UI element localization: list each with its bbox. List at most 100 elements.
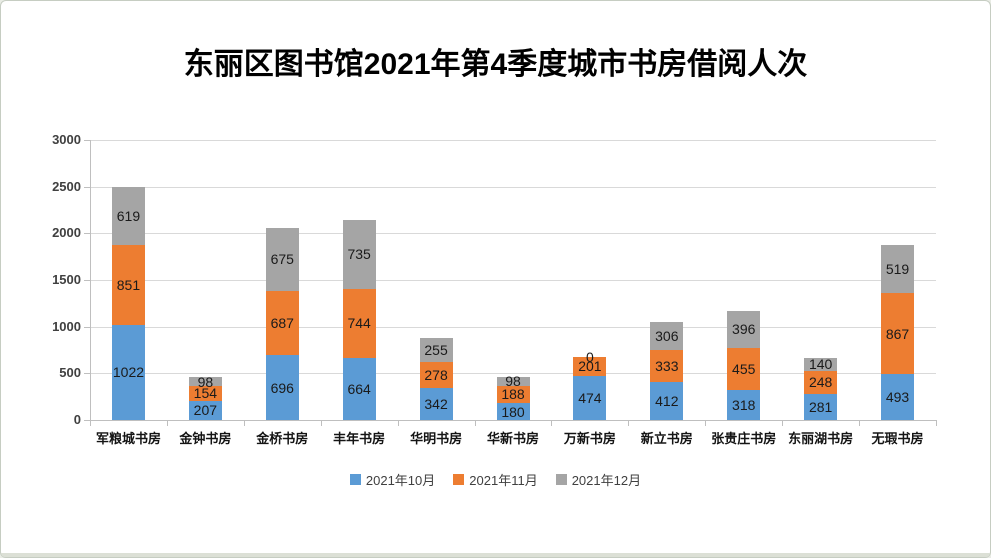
y-tick bbox=[84, 186, 90, 188]
x-tick bbox=[782, 420, 784, 426]
bar-segment bbox=[188, 377, 222, 387]
bar-segment bbox=[419, 362, 453, 389]
y-tick-label: 2000 bbox=[52, 225, 81, 241]
bar-segment bbox=[111, 324, 145, 420]
x-category-label: 丰年书房 bbox=[333, 431, 386, 446]
legend-swatch bbox=[453, 474, 465, 485]
data-label: 180 bbox=[501, 403, 525, 420]
data-label: 318 bbox=[732, 397, 756, 414]
data-label: 619 bbox=[116, 208, 141, 225]
bar-segment bbox=[265, 355, 299, 420]
legend-label: 2021年10月 bbox=[365, 473, 436, 488]
gridline bbox=[90, 233, 936, 235]
data-label: 455 bbox=[732, 361, 756, 378]
data-label: 333 bbox=[655, 358, 679, 374]
data-label: 664 bbox=[347, 381, 371, 397]
bar-segment bbox=[419, 338, 453, 363]
data-label: 207 bbox=[193, 402, 218, 419]
data-label: 140 bbox=[808, 356, 833, 373]
bar-segment bbox=[419, 388, 453, 420]
x-category-label: 华新书房 bbox=[486, 431, 539, 446]
data-label: 306 bbox=[655, 328, 679, 345]
bar-segment bbox=[342, 358, 376, 420]
data-label: 867 bbox=[885, 325, 910, 342]
data-label: 278 bbox=[424, 367, 448, 384]
x-tick bbox=[474, 420, 476, 426]
bar-segment bbox=[342, 288, 376, 359]
bar-segment bbox=[111, 187, 145, 246]
bar-segment bbox=[804, 357, 838, 371]
x-tick bbox=[90, 420, 91, 426]
bar-segment bbox=[265, 227, 299, 291]
data-label: 154 bbox=[193, 385, 218, 402]
bar-segment bbox=[496, 376, 530, 386]
x-tick bbox=[243, 420, 245, 426]
legend-label: 2021年12月 bbox=[571, 473, 642, 488]
bar-segment bbox=[188, 386, 222, 401]
data-label: 255 bbox=[424, 342, 448, 359]
x-tick bbox=[936, 420, 937, 426]
y-axis-line bbox=[90, 140, 91, 420]
bar-segment bbox=[804, 370, 838, 394]
data-label: 98 bbox=[197, 373, 214, 390]
data-label: 851 bbox=[116, 276, 141, 293]
y-tick bbox=[84, 373, 90, 375]
data-label: 412 bbox=[655, 392, 679, 409]
legend-swatch bbox=[555, 474, 567, 485]
gridline bbox=[90, 186, 936, 188]
x-tick bbox=[551, 420, 553, 426]
bar-segment bbox=[650, 321, 684, 351]
data-label: 342 bbox=[424, 396, 448, 413]
x-tick bbox=[397, 420, 399, 426]
data-label: 675 bbox=[270, 251, 294, 268]
x-tick bbox=[166, 420, 168, 426]
data-label: 281 bbox=[808, 398, 833, 415]
bottom-strip bbox=[1, 553, 990, 557]
legend-item: 2021年10月 bbox=[349, 470, 436, 489]
x-category-label: 万新书房 bbox=[563, 431, 616, 446]
data-label: 519 bbox=[885, 260, 910, 277]
y-tick-label: 2500 bbox=[52, 178, 81, 194]
data-label: 188 bbox=[501, 386, 525, 403]
y-tick bbox=[84, 420, 90, 421]
bar-segment bbox=[496, 403, 530, 420]
gridline bbox=[90, 140, 936, 141]
data-label: 396 bbox=[732, 321, 756, 338]
bar-segment bbox=[804, 393, 838, 420]
bar-segment bbox=[111, 245, 145, 325]
y-tick-label: 1000 bbox=[52, 318, 81, 334]
legend-swatch bbox=[349, 474, 361, 485]
data-label: 744 bbox=[347, 315, 371, 332]
data-label: 493 bbox=[885, 388, 910, 405]
x-tick bbox=[705, 420, 707, 426]
data-label: 474 bbox=[578, 389, 602, 406]
legend-label: 2021年11月 bbox=[469, 473, 538, 488]
data-label: 687 bbox=[270, 314, 294, 331]
data-label: 0 bbox=[586, 349, 594, 365]
x-category-label: 金钟书房 bbox=[179, 431, 232, 446]
bar-segment bbox=[342, 219, 376, 289]
bar-segment bbox=[881, 244, 915, 294]
bar-segment bbox=[265, 290, 299, 356]
legend-item: 2021年11月 bbox=[453, 470, 538, 489]
data-label: 201 bbox=[578, 358, 602, 375]
x-category-label: 华明书房 bbox=[410, 431, 463, 446]
chart-title: 东丽区图书馆2021年第4季度城市书房借阅人次 bbox=[183, 48, 808, 81]
y-tick bbox=[84, 233, 90, 235]
y-tick-label: 0 bbox=[73, 412, 81, 427]
legend-item: 2021年12月 bbox=[555, 470, 642, 489]
x-category-label: 无瑕书房 bbox=[871, 431, 924, 446]
bar-segment bbox=[188, 400, 222, 420]
bar-segment bbox=[573, 357, 607, 376]
y-tick bbox=[84, 280, 90, 281]
bar-segment bbox=[650, 381, 684, 420]
data-label: 98 bbox=[505, 373, 521, 390]
bar-segment bbox=[881, 373, 915, 420]
bar-segment bbox=[727, 347, 761, 391]
x-category-label: 军粮城书房 bbox=[95, 431, 161, 446]
bar-segment bbox=[650, 350, 684, 382]
gridline bbox=[90, 326, 936, 328]
y-tick-label: 3000 bbox=[52, 132, 81, 147]
data-label: 248 bbox=[808, 374, 833, 391]
